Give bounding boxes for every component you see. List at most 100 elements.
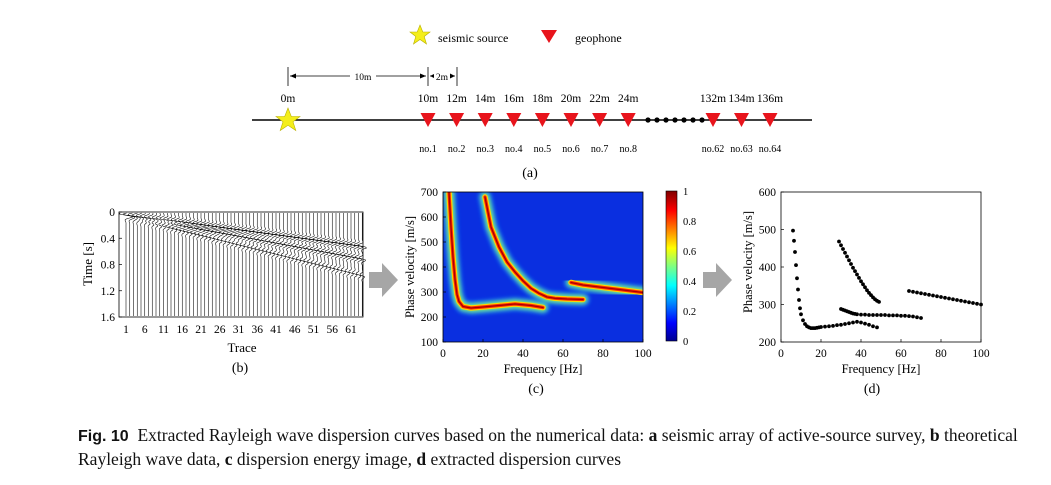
dispersion-point <box>891 313 895 318</box>
seismic-trace <box>218 213 230 316</box>
dispersion-point <box>823 324 827 329</box>
dispersion-point <box>798 306 802 311</box>
dispersion-point <box>915 290 919 295</box>
seismic-trace <box>267 213 277 316</box>
dispersion-point <box>847 321 851 326</box>
dispersion-point <box>843 250 847 255</box>
seismic-trace <box>316 213 327 316</box>
energy-ytick: 400 <box>421 262 439 274</box>
dispersion-point <box>871 313 875 317</box>
dispersion-curves-panel: 0 20 40 60 80 100 200 300 400 500 600 Phase veloci… <box>741 187 990 397</box>
dispersion-point <box>841 247 845 251</box>
seismic-trace <box>357 213 367 316</box>
seismic-trace <box>354 213 364 316</box>
seismic-trace <box>259 213 270 316</box>
dispersion-point <box>853 269 857 273</box>
dispersion-point <box>903 313 907 318</box>
curves-xlabel: Frequency [Hz] <box>842 362 921 376</box>
dispersion-point <box>887 313 891 318</box>
seismic-trace <box>185 213 195 316</box>
dispersion-point <box>943 295 947 300</box>
dispersion-point <box>797 298 801 302</box>
seismic-trace <box>131 212 141 316</box>
dispersion-point <box>931 293 935 298</box>
source-star-icon <box>275 107 301 132</box>
ellipsis-dot <box>672 117 678 123</box>
dispersion-point <box>927 292 931 297</box>
seismogram-xtick: 16 <box>177 324 189 336</box>
dispersion-point <box>919 316 923 320</box>
seismic-trace <box>312 213 322 316</box>
seismogram-panel-label: (b) <box>232 361 249 376</box>
geophone-number-label: no.2 <box>448 144 466 155</box>
seismic-trace <box>334 213 345 316</box>
dispersion-point <box>855 272 859 277</box>
seismic-trace <box>244 213 255 316</box>
seismic-trace <box>118 212 134 316</box>
geophone-icon <box>449 113 465 127</box>
caption-item-letter: c <box>224 449 233 469</box>
dispersion-point <box>947 296 951 301</box>
dispersion-point <box>796 287 800 292</box>
energy-xtick: 80 <box>597 348 609 360</box>
seismogram-xtick: 1 <box>123 324 129 336</box>
seismic-trace <box>241 213 252 316</box>
dispersion-point <box>835 323 839 327</box>
colorbar-tick: 0.4 <box>683 277 697 288</box>
seismic-trace <box>304 213 315 316</box>
dispersion-point <box>951 297 955 302</box>
dispersion-point <box>915 315 919 320</box>
colorbar-tick: 0.8 <box>683 217 696 228</box>
seismogram-xlabel: Trace <box>227 340 256 355</box>
seismic-array-panel: seismic source geophone 10m 2m 0m 10m no.… <box>252 24 812 181</box>
dispersion-point <box>971 301 975 305</box>
legend-source-label: seismic source <box>438 31 508 45</box>
seismogram-xtick: 21 <box>195 324 207 336</box>
geophone-number-label: no.8 <box>619 144 637 155</box>
geophone-icon <box>734 113 749 127</box>
dispersion-point <box>967 300 971 305</box>
dispersion-point <box>911 314 915 319</box>
dispersion-point <box>849 262 853 266</box>
caption-intro: Extracted Rayleigh wave dispersion curve… <box>137 425 649 445</box>
seismic-trace <box>297 213 307 316</box>
dispersion-point <box>875 313 879 317</box>
seismogram-ylabel: Time [s] <box>80 242 95 286</box>
seismic-trace <box>282 213 292 316</box>
geophone-position-label: 20m <box>561 93 582 105</box>
seismogram-xtick: 41 <box>270 324 282 336</box>
curves-xtick: 80 <box>935 348 947 360</box>
seismic-trace <box>342 213 352 316</box>
seismic-trace <box>192 213 203 316</box>
dispersion-point <box>839 243 843 248</box>
dispersion-point <box>819 325 823 329</box>
caption-item-text: dispersion energy image, <box>232 449 417 469</box>
dispersion-point <box>859 320 863 325</box>
seismogram-panel: 00.40.81.21.6 1 6 11 16 21 26 31 36 41 46 51 56 61 T… <box>80 207 367 376</box>
geophone-position-label: 136m <box>757 93 783 105</box>
legend-geophone-label: geophone <box>575 31 622 45</box>
seismic-trace <box>327 213 337 316</box>
interval-dimension-label: 2m <box>436 73 449 83</box>
dispersion-point <box>794 263 798 267</box>
seismic-trace <box>163 212 170 316</box>
dispersion-point <box>907 289 911 293</box>
seismic-trace <box>136 212 144 316</box>
dispersion-point <box>871 324 875 329</box>
energy-xtick: 60 <box>557 348 569 360</box>
dispersion-point <box>847 258 851 263</box>
dispersion-point <box>959 298 963 303</box>
dispersion-point <box>855 319 859 324</box>
dispersion-point <box>851 320 855 325</box>
seismic-trace <box>211 213 223 316</box>
seismic-trace <box>181 213 191 316</box>
seismic-traces <box>118 212 367 316</box>
seismic-trace <box>237 213 248 316</box>
seismic-trace <box>319 213 330 316</box>
curves-axes <box>780 191 982 343</box>
dispersion-point <box>861 282 865 287</box>
caption-item-letter: b <box>929 425 940 445</box>
seismogram-xtick: 36 <box>252 324 264 336</box>
seismic-trace <box>309 213 319 316</box>
seismic-trace <box>222 213 233 316</box>
